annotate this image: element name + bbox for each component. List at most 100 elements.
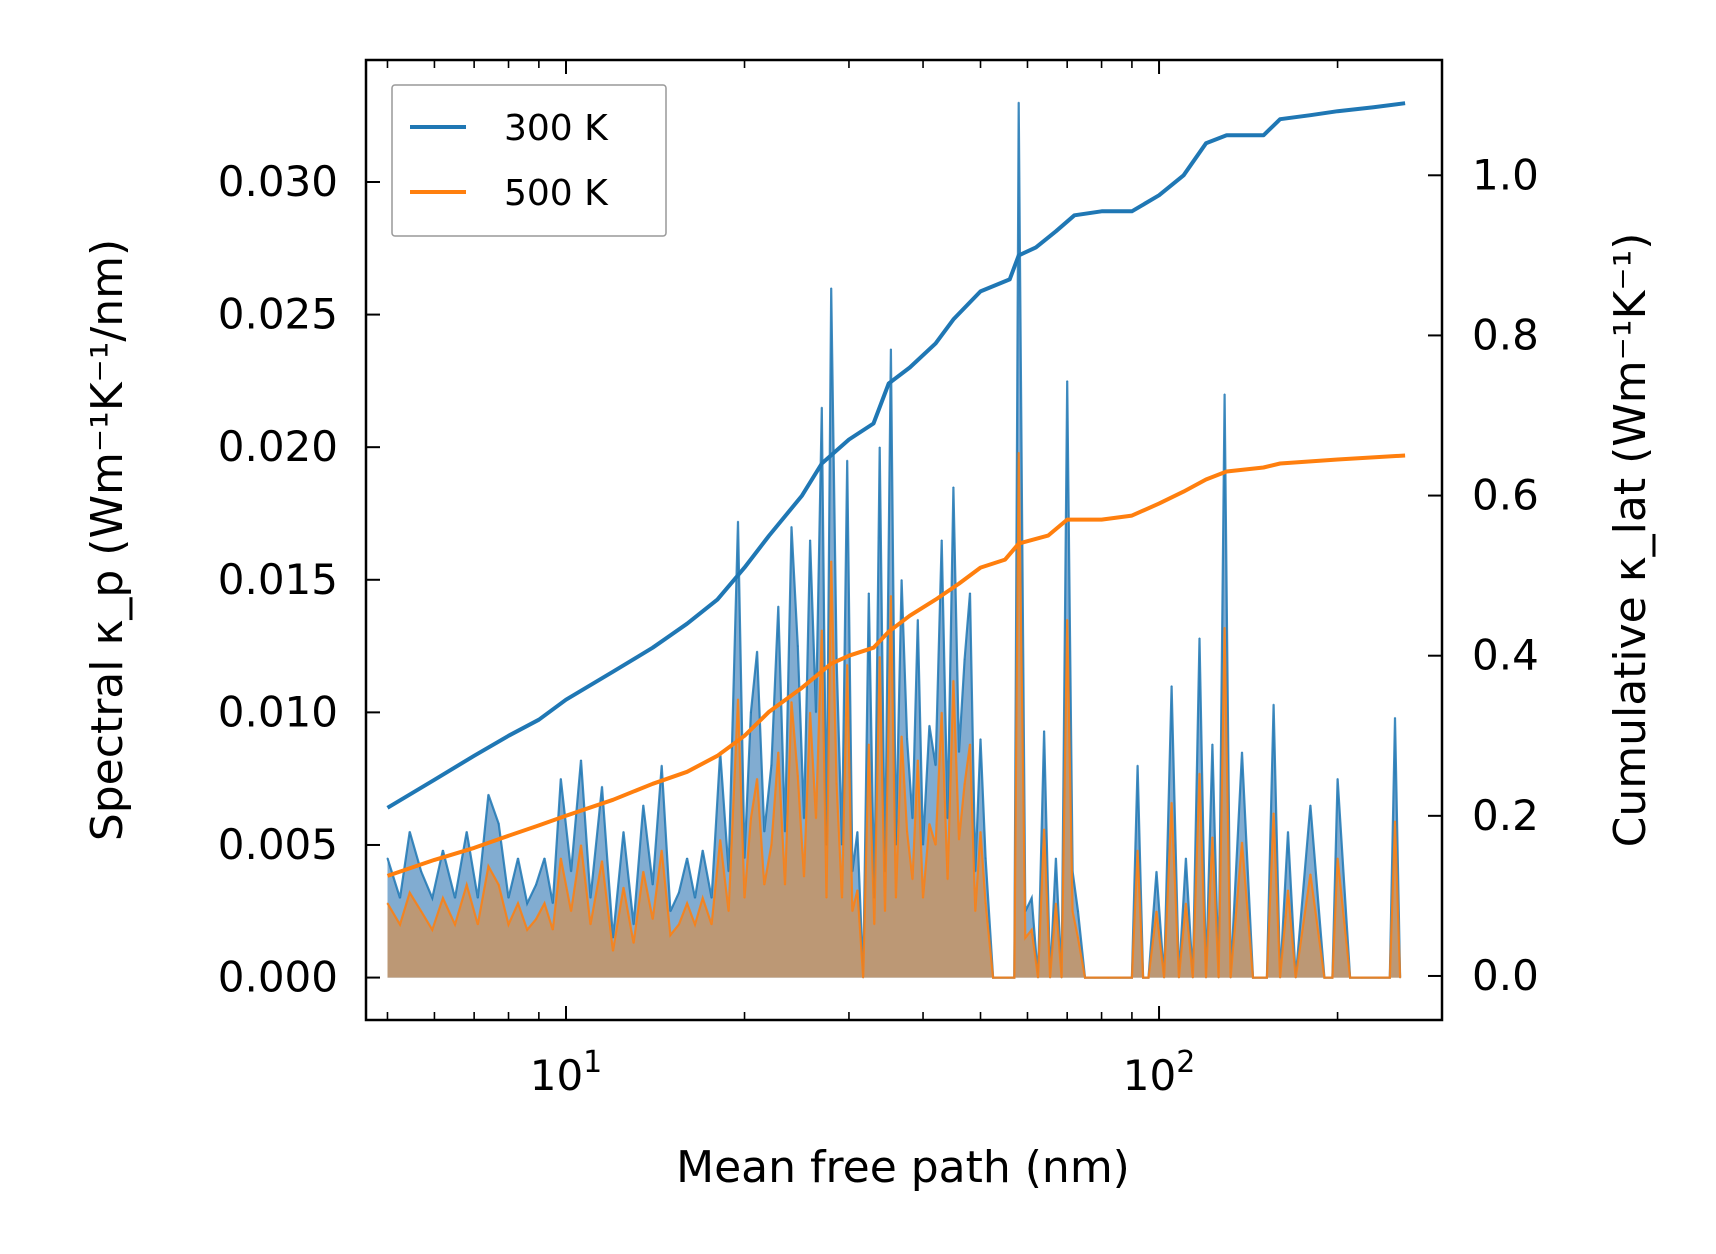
legend: 300 K 500 K	[391, 84, 667, 237]
spectral-point-300k	[660, 764, 663, 767]
y-tick-label: 0.015	[218, 555, 338, 604]
spectral-point-500k	[719, 838, 721, 841]
spectral-point-500k	[809, 711, 811, 714]
spectral-point-500k	[1094, 976, 1096, 979]
spectral-point-500k	[660, 849, 663, 852]
spectral-point-300k	[632, 923, 635, 926]
spectral-point-500k	[1163, 976, 1165, 979]
spectral-point-500k	[1279, 976, 1281, 979]
spectral-point-500k	[1084, 976, 1086, 979]
spectral-point-300k	[601, 785, 603, 788]
spectral-point-500k	[884, 910, 886, 913]
spectral-point-300k	[420, 870, 423, 873]
spectral-point-500k	[1006, 976, 1009, 979]
spectral-point-500k	[1241, 841, 1243, 844]
spectral-point-500k	[1024, 937, 1027, 939]
spectral-point-500k	[992, 976, 994, 979]
spectral-point-500k	[851, 910, 854, 913]
spectral-point-500k	[1185, 902, 1187, 905]
spectral-point-300k	[1055, 857, 1057, 859]
spectral-point-500k	[612, 950, 614, 952]
spectral-point-500k	[465, 884, 468, 886]
spectral-point-500k	[517, 902, 519, 905]
spectral-point-500k	[821, 629, 823, 631]
spectral-point-500k	[1066, 618, 1068, 621]
spectral-point-500k	[815, 817, 817, 820]
spectral-point-500k	[399, 923, 401, 926]
axis-titles: Mean free path (nm) Spectral κ_p (Wm⁻¹K⁻…	[82, 233, 1656, 1193]
spectral-point-300k	[507, 897, 510, 899]
spectral-point-500k	[906, 830, 908, 833]
spectral-point-500k	[963, 783, 966, 785]
spectral-point-300k	[952, 486, 955, 488]
spectral-point-500k	[1205, 976, 1207, 979]
spectral-point-300k	[612, 937, 614, 939]
spectral-point-500k	[1060, 976, 1063, 979]
spectral-point-500k	[686, 902, 688, 905]
spectral-point-500k	[552, 929, 554, 931]
spectral-point-500k	[651, 918, 654, 920]
spectral-point-500k	[497, 884, 500, 886]
spectral-point-500k	[1136, 849, 1139, 852]
spectral-point-500k	[727, 910, 730, 913]
spectral-point-500k	[1030, 929, 1033, 931]
spectral-point-300k	[526, 902, 528, 905]
spectral-point-500k	[790, 701, 793, 703]
spectral-point-300k	[727, 870, 730, 873]
cumulative-line-500k	[386, 453, 1406, 878]
spectral-point-500k	[1229, 976, 1232, 979]
axes-frame	[364, 58, 1444, 1022]
spectral-point-300k	[701, 849, 704, 852]
spectral-point-500k	[1349, 976, 1351, 979]
spectral-point-300k	[784, 830, 786, 833]
spectral-point-500k	[1049, 976, 1051, 979]
spectral-point-500k	[890, 594, 892, 597]
legend-label-500k: 500 K	[504, 173, 609, 214]
spectral-point-300k	[1223, 393, 1226, 395]
spectral-point-300k	[1017, 101, 1020, 104]
spectral-point-500k	[784, 884, 786, 886]
y-tick-label: 0.005	[218, 820, 338, 869]
spectral-point-500k	[1211, 836, 1214, 838]
spectral-point-500k	[1287, 889, 1289, 891]
spectral-point-500k	[1077, 937, 1079, 939]
spectral-point-500k	[900, 735, 903, 737]
axes: 0.000 0.005 0.010 0.015 0.020 0.025 0.030 0.0 0.…	[218, 58, 1539, 1100]
spectral-point-300k	[763, 830, 766, 833]
spectral-point-500k	[386, 902, 389, 905]
spectral-point-500k	[507, 923, 510, 926]
spectral-point-500k	[487, 865, 490, 867]
spectral-point-300k	[1077, 910, 1079, 913]
spectral-point-500k	[934, 844, 937, 846]
spectral-point-500k	[1309, 873, 1312, 875]
spectral-point-500k	[803, 876, 805, 878]
spectral-point-500k	[743, 897, 746, 899]
spectral-point-500k	[1155, 910, 1158, 913]
spectral-point-300k	[922, 844, 924, 846]
spectral-point-300k	[686, 857, 688, 859]
spectral-point-500k	[678, 923, 680, 926]
spectral-point-500k	[1331, 976, 1334, 979]
spectral-point-300k	[1211, 743, 1214, 745]
y2-axis-title: Cumulative κ_lat (Wm⁻¹K⁻¹)	[1605, 233, 1656, 848]
spectral-point-300k	[1336, 777, 1339, 780]
spectral-point-500k	[862, 976, 864, 979]
spectral-point-300k	[940, 539, 943, 541]
spectral-area-500k	[387, 452, 1401, 978]
y2-tick-label: 0.8	[1472, 310, 1539, 359]
spectral-point-500k	[642, 870, 645, 873]
spectral-point-500k	[1142, 976, 1144, 979]
y2-tick-label: 0.4	[1472, 631, 1539, 680]
spectral-point-300k	[442, 849, 444, 852]
spectral-point-300k	[790, 525, 793, 528]
spectral-point-500k	[1107, 976, 1109, 979]
spectral-point-500k	[408, 891, 411, 894]
spectral-point-300k	[809, 539, 811, 541]
spectral-point-300k	[969, 592, 971, 594]
spectral-point-300k	[552, 902, 554, 905]
spectral-point-300k	[979, 738, 982, 740]
spectral-point-500k	[1178, 976, 1180, 979]
spectral-point-500k	[1336, 857, 1339, 859]
spectral-point-500k	[835, 783, 838, 785]
spectral-point-300k	[856, 830, 859, 833]
